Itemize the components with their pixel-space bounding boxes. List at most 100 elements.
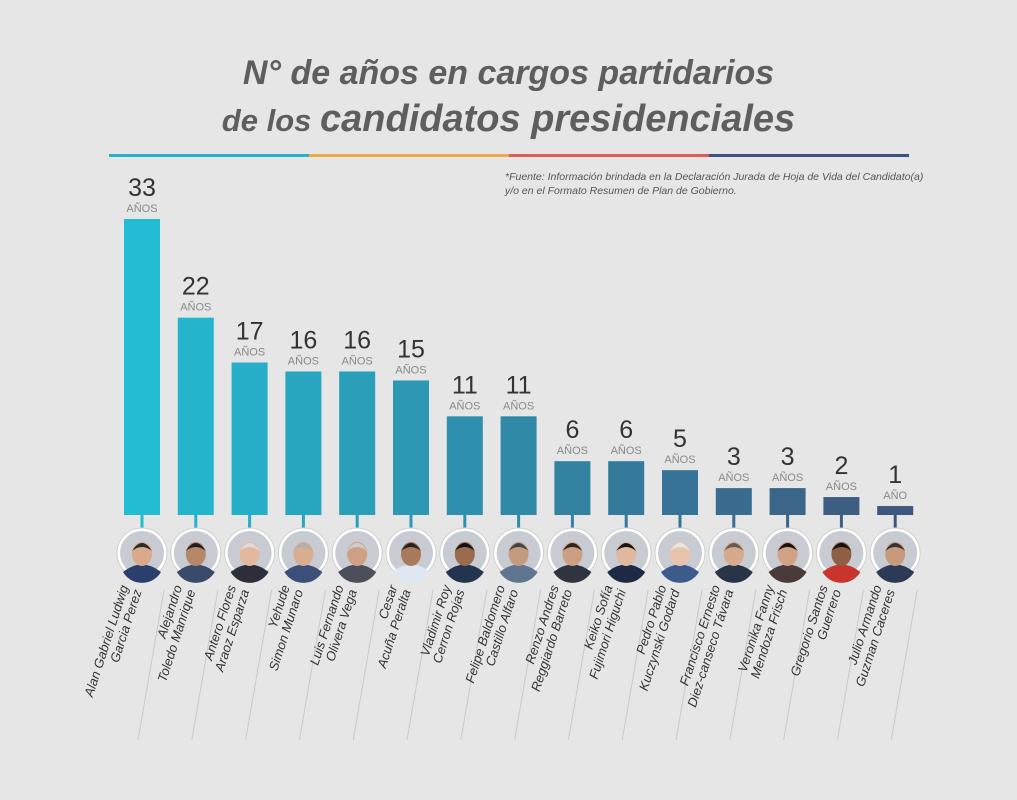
candidate-photo-hair	[185, 543, 206, 551]
bar	[231, 362, 268, 515]
bar-unit-label: AÑOS	[449, 399, 480, 412]
bar	[608, 461, 645, 515]
connector-stem	[355, 515, 359, 528]
candidate-photo-shoulders	[392, 564, 430, 583]
name-separator-line	[783, 589, 811, 741]
bar-unit-label: AÑOS	[126, 202, 157, 215]
rule-segment-red	[509, 154, 709, 157]
candidate-name-label: AlejandroToledo Manrique	[141, 583, 198, 684]
bar	[393, 380, 429, 515]
candidate-name-label: Gregorio SantosGuerrero	[787, 583, 844, 682]
connector-stem	[301, 515, 305, 528]
candidate-photo-shoulders	[338, 564, 377, 583]
bar-value-label: 3	[781, 443, 795, 471]
bar-value-label: 6	[619, 416, 633, 444]
name-separator-line	[406, 589, 434, 741]
connector-stem	[732, 515, 736, 528]
candidate-name-label: CesarAcuña Peralta	[361, 583, 414, 671]
candidate-photo-hair	[777, 543, 798, 551]
candidate-name-label: Pedro PabloKuczynski Godard	[622, 582, 682, 692]
bar-value-label: 1	[888, 461, 902, 489]
candidate-photo-shoulders	[768, 564, 807, 583]
candidate-name-label: Antero FloresAraoz Esparza	[198, 583, 252, 674]
name-separator-line	[836, 589, 864, 741]
candidate-photo-shoulders	[284, 564, 323, 583]
name-separator-line	[729, 589, 757, 741]
name-separator-line	[621, 589, 649, 741]
bar-value-label: 3	[727, 443, 741, 471]
bar	[554, 461, 591, 515]
candidate-photo-hair	[508, 543, 529, 551]
bar-value-label: 5	[673, 425, 687, 453]
source-note: *Fuente: Información brindada en la Decl…	[505, 171, 924, 197]
candidate-photo-hair	[670, 543, 690, 551]
bar-unit-label: AÑOS	[503, 399, 534, 412]
candidate-name-label: Vladimir RoyCerron Rojas	[416, 582, 468, 665]
bar	[124, 219, 160, 515]
rule-segment-orange	[309, 154, 509, 157]
bar-value-label: 2	[834, 452, 848, 480]
bar	[177, 317, 214, 515]
candidate-photo-shoulders	[661, 564, 699, 583]
candidate-photo-hair	[723, 543, 744, 551]
bar-unit-label: AÑOS	[664, 453, 695, 466]
chart-title-line2-emphasis: candidatos presidenciales	[320, 98, 796, 140]
candidate-name-label: Luis FernandoOlivera Vega	[307, 583, 360, 671]
candidate-photo-shoulders	[445, 564, 484, 583]
candidate-photo-hair	[293, 543, 314, 551]
bar-unit-label: AÑOS	[718, 471, 749, 484]
name-separator-line	[890, 589, 918, 741]
candidate-photo-hair	[239, 543, 260, 551]
bar-value-label: 33	[128, 174, 156, 202]
name-separator-line	[567, 589, 595, 741]
candidate-photo-shoulders	[714, 564, 753, 583]
bar-unit-label: AÑOS	[611, 444, 642, 457]
candidate-photo-hair	[885, 543, 906, 551]
connector-stem	[463, 515, 467, 528]
rule-segment-navy	[709, 154, 909, 157]
candidate-name-label: Renzo AndresReggiardo Barreto	[515, 583, 576, 693]
bar-unit-label: AÑOS	[180, 301, 211, 314]
bar-value-label: 6	[565, 416, 579, 444]
bar-value-label: 16	[343, 326, 371, 354]
bar	[877, 506, 914, 515]
name-separator-line	[245, 589, 273, 741]
candidate-photo-hair	[132, 543, 152, 551]
connector-stem	[517, 515, 521, 528]
candidate-photo-shoulders	[123, 564, 161, 583]
connector-stem	[570, 515, 574, 528]
bar-value-label: 11	[506, 371, 532, 399]
connector-stem	[893, 515, 897, 528]
candidate-name-label: Alan Gabriel LudwigGarcia Perez	[81, 582, 145, 703]
color-rule	[109, 154, 909, 157]
bar	[285, 371, 322, 515]
rule-segment-teal	[109, 154, 309, 157]
bar-value-label: 15	[397, 335, 425, 363]
bar-unit-label: AÑOS	[557, 444, 588, 457]
bar	[769, 488, 806, 515]
candidate-name-label: Francisco ErnestoDiez-canseco Távara	[671, 583, 737, 709]
bar	[662, 470, 698, 515]
bar-value-label: 16	[289, 326, 317, 354]
candidate-photo-hair	[831, 543, 852, 551]
connector-stem	[194, 515, 198, 528]
name-separator-line	[460, 589, 488, 741]
bar	[823, 497, 860, 515]
candidate-photo-shoulders	[607, 564, 646, 583]
connector-stem	[786, 515, 790, 528]
bar-unit-label: AÑOS	[772, 471, 803, 484]
name-separator-line	[298, 589, 326, 741]
connector-stem	[839, 515, 843, 528]
name-separator-line	[191, 589, 219, 741]
candidate-photo-shoulders	[176, 564, 215, 583]
candidate-photo-hair	[562, 543, 583, 551]
bar	[446, 416, 483, 515]
bar-unit-label: AÑO	[883, 489, 907, 502]
bar-unit-label: AÑOS	[395, 363, 426, 376]
bar-unit-label: AÑOS	[234, 346, 265, 359]
candidate-photo-shoulders	[876, 564, 915, 583]
candidate-name-label: YehudeSimon Munaro	[252, 583, 306, 672]
bar-value-label: 17	[236, 318, 264, 346]
candidate-photo-hair	[616, 543, 637, 551]
